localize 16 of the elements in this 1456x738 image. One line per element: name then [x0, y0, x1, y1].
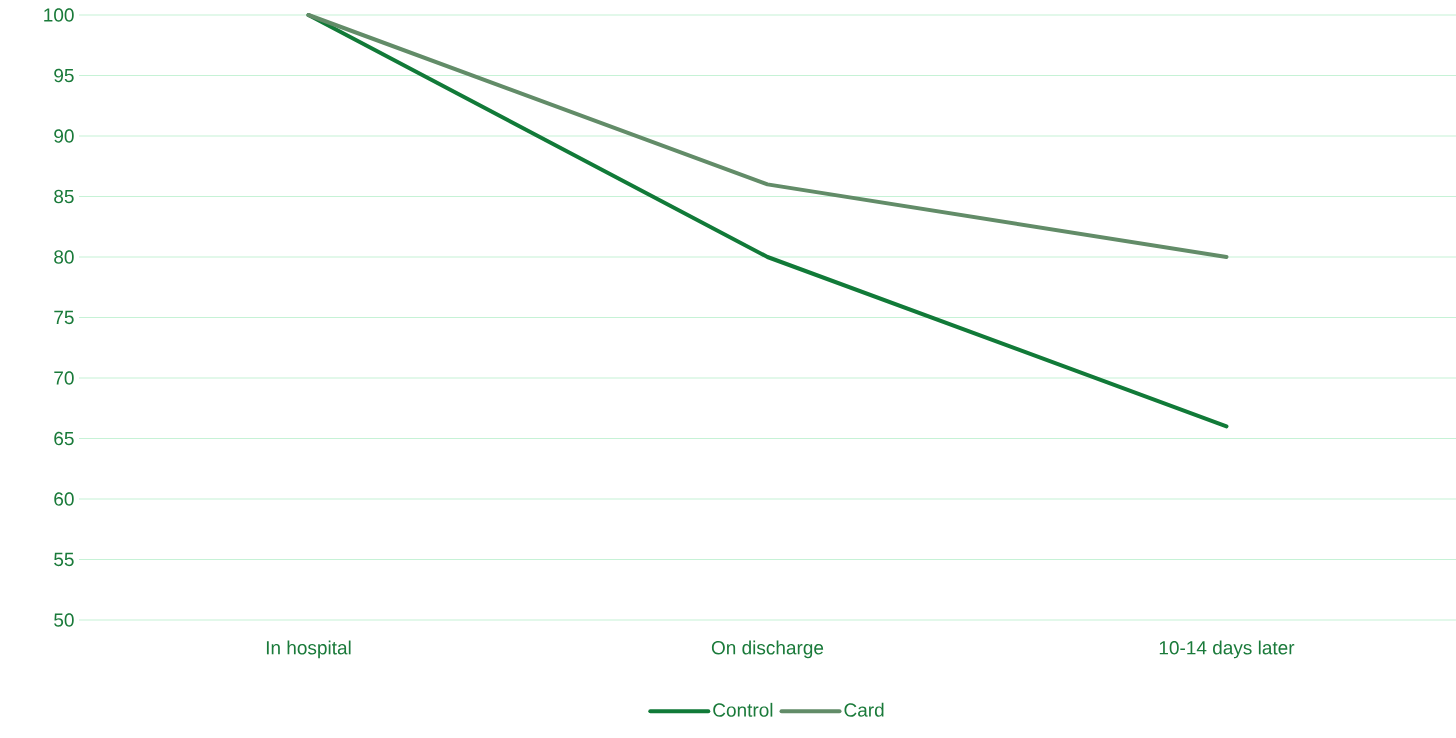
y-tick-label: 75 [54, 310, 74, 325]
legend-label: Control [713, 702, 773, 717]
y-tick-label: 55 [54, 552, 74, 567]
y-tick-label: 90 [54, 129, 74, 143]
y-tick-label: 70 [54, 371, 74, 385]
x-tick-label: On discharge [711, 640, 824, 659]
y-tick-label: 95 [54, 68, 74, 83]
x-tick-label: 10-14 days later [1159, 640, 1295, 659]
y-tick-label: 60 [54, 492, 74, 506]
y-tick-label: 50 [54, 613, 74, 627]
legend-label: Card [844, 702, 884, 717]
y-tick-label: 85 [54, 189, 74, 204]
y-tick-label: 80 [54, 250, 74, 264]
y-tick-label: 100 [44, 8, 74, 22]
x-tick-label: In hospital [266, 640, 351, 659]
y-tick-label: 65 [54, 431, 74, 446]
